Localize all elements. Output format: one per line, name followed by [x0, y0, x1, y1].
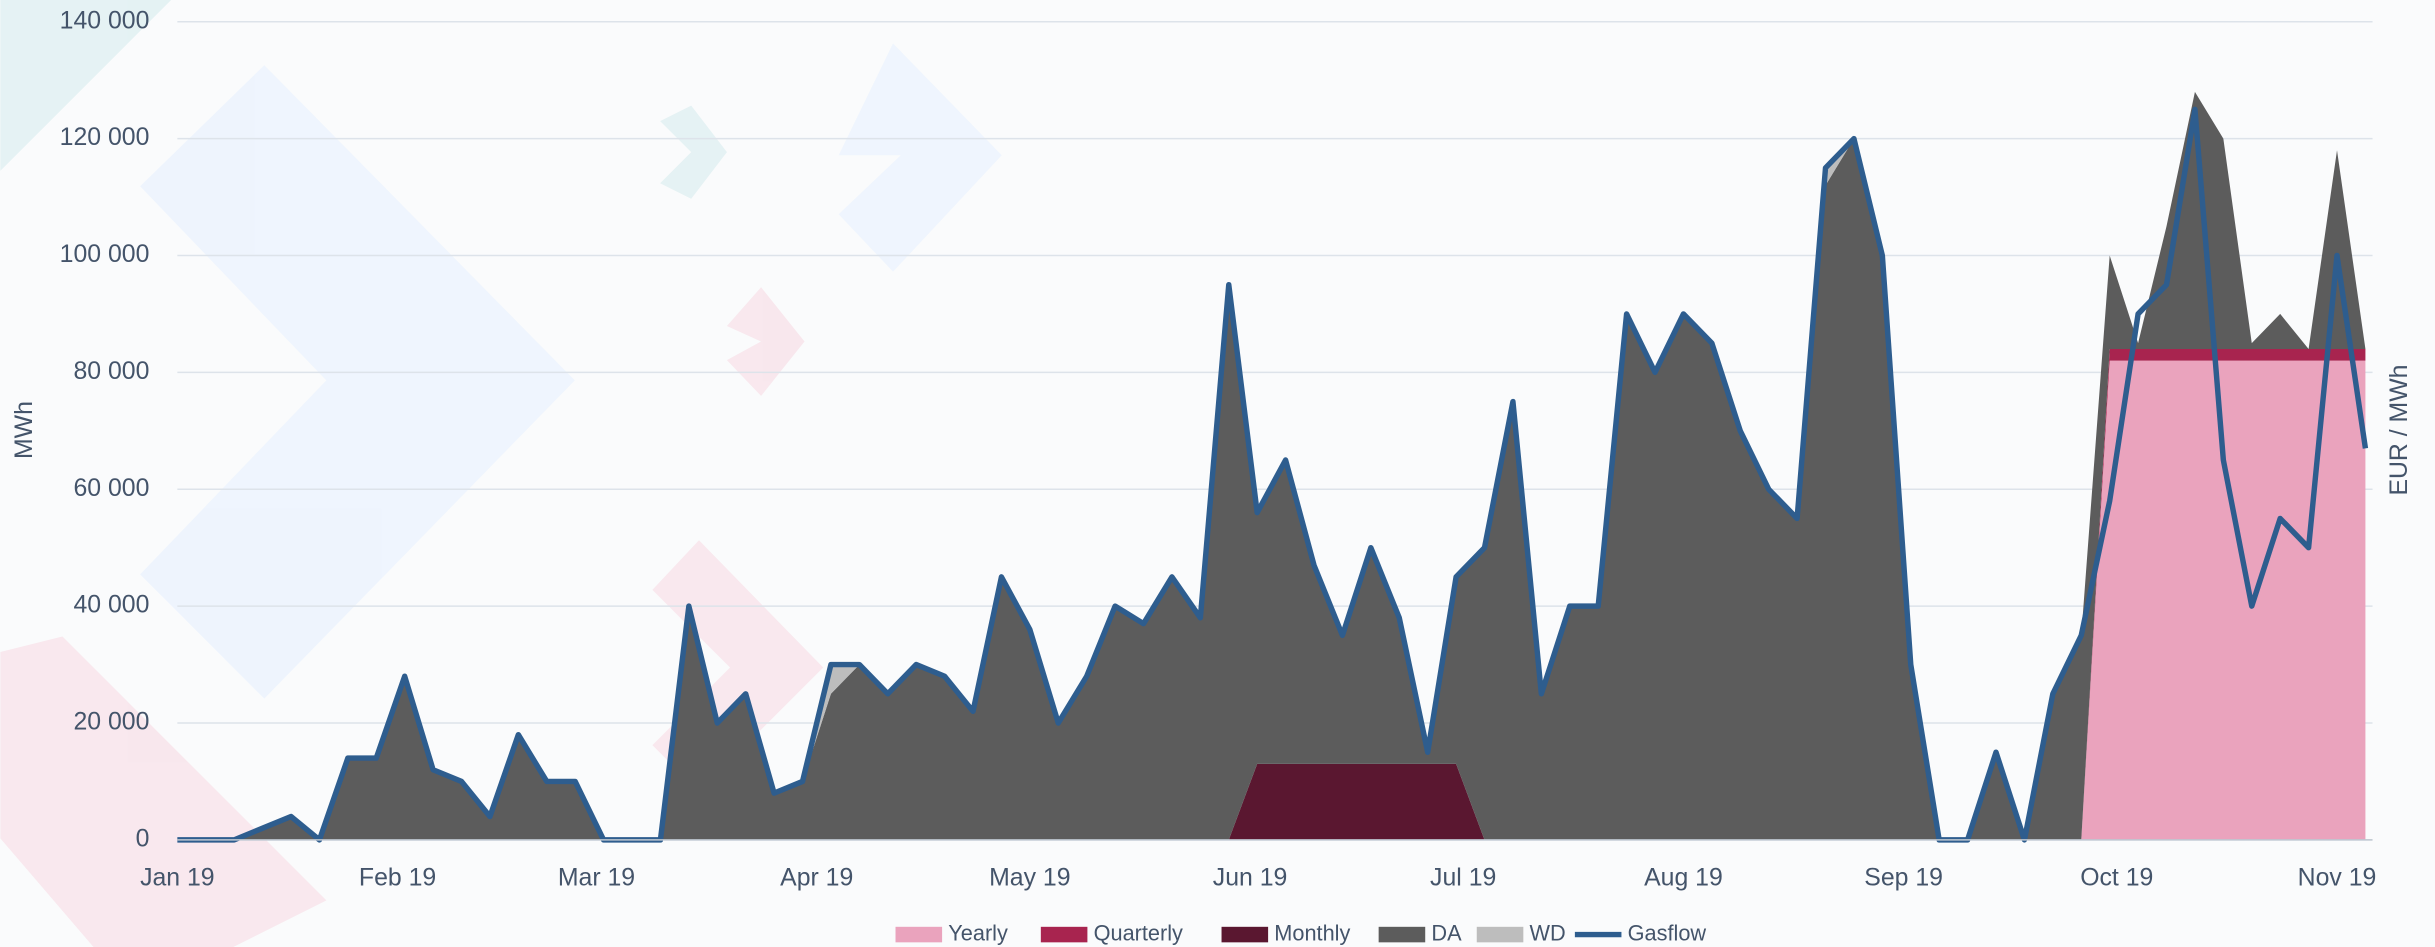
- legend-label: DA: [1431, 920, 1462, 945]
- x-tick-label: Apr 19: [780, 864, 853, 891]
- legend-label: Monthly: [1274, 920, 1350, 945]
- page: {"chart_data": { "type": "area", "y_labe…: [0, 0, 2435, 947]
- chart: MWh EUR / MWh Yearly Quarterly Monthly DA WD…: [0, 0, 2435, 947]
- y-tick-label: 60 000: [73, 475, 149, 502]
- legend-label: WD: [1530, 920, 1566, 945]
- x-tick-label: Sep 19: [1864, 864, 1943, 891]
- legend: Yearly Quarterly Monthly DA WD Gasflow: [896, 920, 1707, 945]
- x-tick-label: Nov 19: [2298, 864, 2377, 891]
- x-tick-label: Oct 19: [2080, 864, 2153, 891]
- legend-swatch: [1222, 927, 1269, 943]
- x-tick-label: Jul 19: [1430, 864, 1496, 891]
- legend-swatch: [896, 927, 943, 943]
- y-tick-label: 80 000: [73, 358, 149, 385]
- y-tick-label: 20 000: [73, 709, 149, 736]
- x-tick-label: Feb 19: [359, 864, 436, 891]
- y-axis-label: MWh: [11, 401, 38, 459]
- area: [177, 92, 2365, 840]
- y-tick-label: 100 000: [60, 241, 150, 268]
- y-tick-label: 140 000: [60, 7, 150, 34]
- legend-swatch: [1477, 927, 1524, 943]
- legend-label: Gasflow: [1628, 920, 1707, 945]
- legend-swatch: [1379, 927, 1426, 943]
- x-tick-label: May 19: [989, 864, 1070, 891]
- y2-axis-label: EUR / MWh: [2386, 365, 2413, 496]
- x-tick-label: Jan 19: [140, 864, 215, 891]
- y-tick-label: 40 000: [73, 592, 149, 619]
- y-tick-label: 0: [136, 825, 150, 852]
- legend-label: Quarterly: [1094, 920, 1183, 945]
- legend-label: Yearly: [948, 920, 1008, 945]
- x-tick-label: Jun 19: [1213, 864, 1288, 891]
- x-tick-label: Mar 19: [558, 864, 635, 891]
- x-tick-label: Aug 19: [1644, 864, 1723, 891]
- y-tick-label: 120 000: [60, 124, 150, 151]
- legend-swatch: [1041, 927, 1088, 943]
